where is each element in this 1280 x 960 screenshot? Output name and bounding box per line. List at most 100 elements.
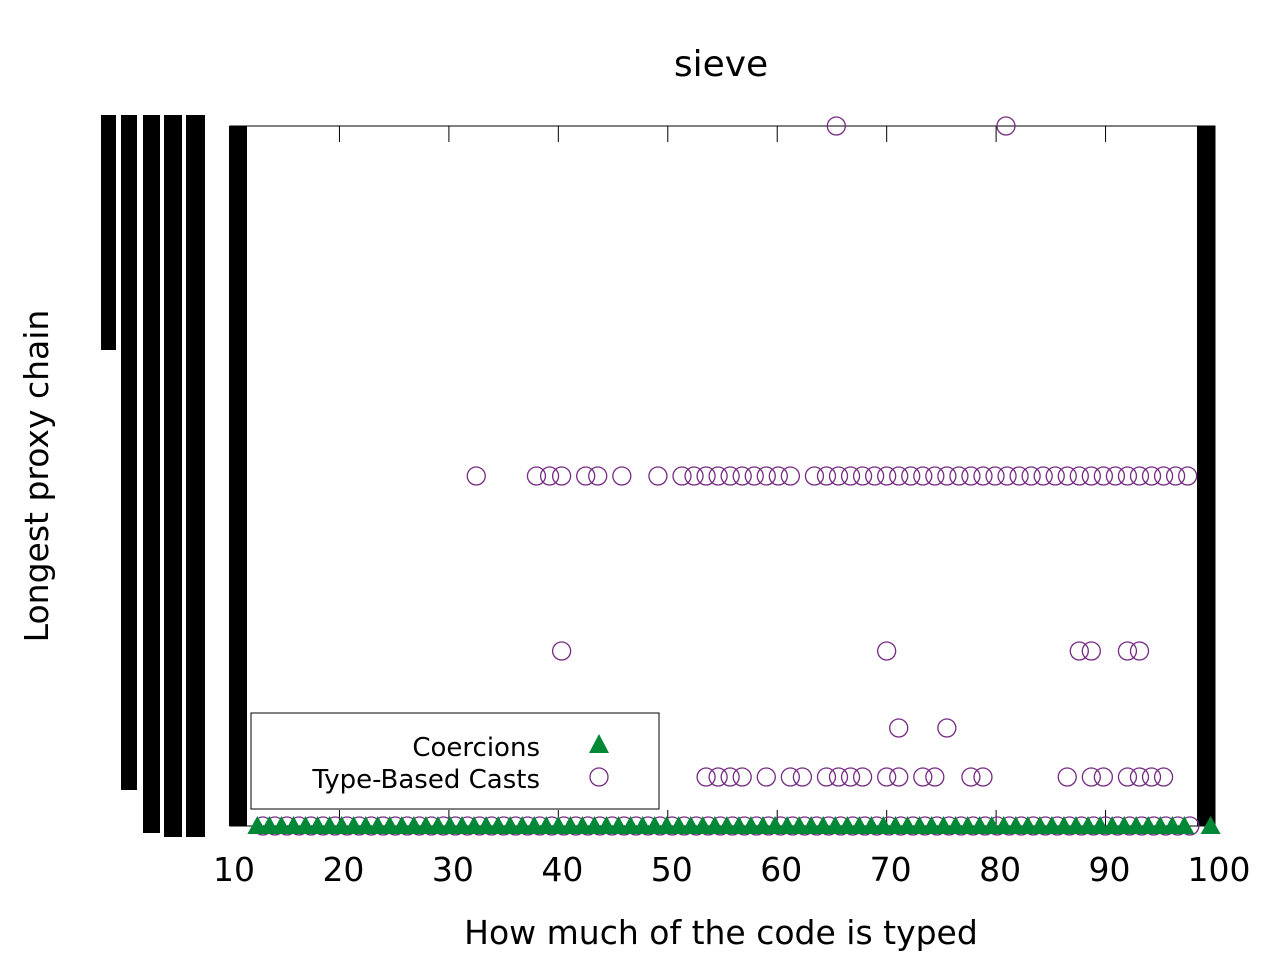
type-based-cast-point: [828, 466, 849, 486]
type-based-cast-point: [997, 466, 1017, 486]
artifact-bar: [121, 115, 137, 790]
chart-title: sieve: [674, 44, 768, 85]
y-axis-label: Longest proxy chain: [17, 310, 56, 643]
type-based-cast-point: [1069, 641, 1089, 661]
x-tick-label: 70: [870, 850, 912, 889]
type-based-cast-point: [937, 718, 957, 738]
right-edge-bar: [1197, 126, 1215, 826]
type-based-cast-point: [792, 767, 813, 787]
x-tick-label: 100: [1188, 850, 1251, 889]
type-based-cast-point: [708, 466, 728, 486]
type-based-cast-point: [828, 767, 849, 787]
type-based-cast-point: [708, 767, 728, 787]
type-based-cast-point: [551, 466, 572, 486]
type-based-cast-point: [973, 767, 993, 787]
type-based-cast-point: [852, 466, 873, 486]
type-based-cast-point: [1045, 466, 1065, 486]
x-tick-label: 20: [322, 850, 364, 889]
x-tick-label: 40: [541, 850, 583, 889]
type-based-cast-point: [816, 466, 837, 486]
type-based-cast-point: [925, 767, 945, 787]
type-based-cast-point: [937, 466, 957, 486]
type-based-cast-point: [744, 466, 764, 486]
type-based-cast-point: [539, 466, 560, 486]
type-based-cast-point: [864, 466, 885, 486]
type-based-cast-point: [889, 466, 909, 486]
type-based-cast-point: [756, 466, 776, 486]
type-based-cast-point: [1093, 466, 1114, 486]
type-based-cast-point: [526, 466, 547, 486]
data-points: [247, 116, 1221, 836]
type-based-cast-point: [889, 718, 909, 738]
type-based-cast-point: [1033, 466, 1053, 486]
type-based-cast-point: [985, 466, 1005, 486]
type-based-cast-point: [961, 466, 981, 486]
legend-box: [250, 712, 660, 810]
type-based-cast-point: [720, 767, 740, 787]
type-based-cast-point: [612, 466, 632, 486]
type-based-cast-point: [1129, 767, 1150, 787]
type-based-cast-point: [852, 767, 873, 787]
artifact-bar: [143, 115, 160, 833]
type-based-cast-point: [720, 466, 740, 486]
x-tick-label: 80: [979, 850, 1021, 889]
artifact-bar: [186, 115, 205, 837]
type-based-cast-point: [1081, 767, 1101, 787]
type-based-cast-point: [1141, 767, 1162, 787]
x-tick-label: 50: [651, 850, 693, 889]
type-based-cast-point: [804, 466, 825, 486]
type-based-cast-point: [961, 767, 981, 787]
type-based-cast-point: [1081, 466, 1101, 486]
type-based-cast-point: [1057, 466, 1077, 486]
type-based-cast-point: [949, 466, 969, 486]
type-based-cast-point: [840, 466, 861, 486]
type-based-cast-point: [1117, 466, 1138, 486]
type-based-cast-point: [877, 466, 897, 486]
type-based-cast-point: [696, 767, 716, 787]
legend-label-coercions: Coercions: [412, 733, 540, 763]
type-based-cast-point: [816, 767, 837, 787]
type-based-cast-point: [913, 767, 933, 787]
type-based-cast-point: [1009, 466, 1029, 486]
type-based-cast-point: [672, 466, 692, 486]
type-based-cast-point: [1021, 466, 1041, 486]
type-based-cast-point: [1117, 767, 1138, 787]
type-based-cast-point: [826, 116, 846, 136]
left-axis-artifacts: [101, 115, 205, 837]
x-tick-label: 30: [432, 850, 474, 889]
type-based-cast-point: [1165, 466, 1186, 486]
x-tick-label: 90: [1089, 850, 1131, 889]
type-based-cast-point: [780, 466, 801, 486]
type-based-cast-point: [466, 466, 486, 486]
x-axis-label: How much of the code is typed: [464, 913, 978, 952]
x-axis-tick-labels: 10 20 30 40 50 60 70 80 90 100: [213, 850, 1251, 889]
type-based-cast-point: [889, 767, 909, 787]
type-based-cast-point: [551, 641, 572, 661]
type-based-cast-point: [684, 466, 704, 486]
legend: Coercions Type-Based Casts: [250, 712, 660, 810]
type-based-cast-point: [696, 466, 716, 486]
type-based-cast-point: [732, 767, 752, 787]
coercion-point: [1200, 816, 1221, 834]
type-based-cast-point: [925, 466, 945, 486]
type-based-cast-point: [840, 767, 861, 787]
type-based-cast-point: [996, 116, 1016, 136]
type-based-cast-point: [973, 466, 993, 486]
artifact-bar: [101, 115, 116, 350]
legend-marker-circle: [589, 767, 609, 787]
type-based-cast-point: [877, 641, 897, 661]
legend-marker-triangle: [589, 734, 609, 753]
type-based-cast-point: [1093, 767, 1114, 787]
type-based-cast-point: [913, 466, 933, 486]
type-based-cast-point: [1069, 466, 1089, 486]
legend-label-type-based-casts: Type-Based Casts: [311, 765, 540, 795]
type-based-cast-point: [1105, 466, 1126, 486]
x-tick-label: 60: [760, 850, 802, 889]
left-edge-bar: [229, 126, 247, 826]
type-based-cast-point: [576, 466, 596, 486]
type-based-cast-point: [768, 466, 788, 486]
type-based-cast-point: [1117, 641, 1138, 661]
type-based-cast-point: [732, 466, 752, 486]
type-based-cast-point: [648, 466, 668, 486]
